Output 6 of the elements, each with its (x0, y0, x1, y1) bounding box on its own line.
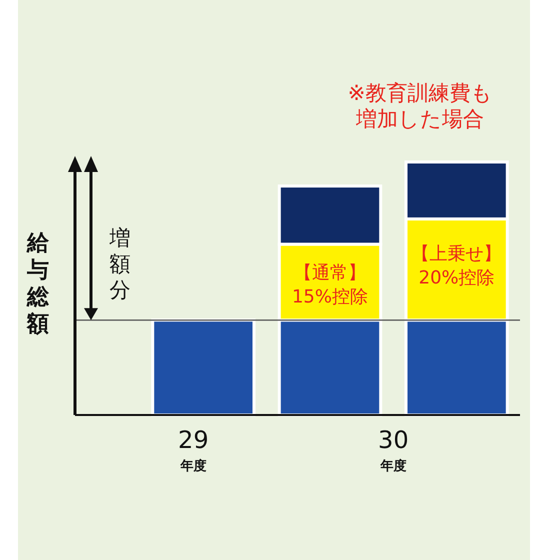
bar (151, 318, 256, 416)
annotation: 【通常】 15%控除 (292, 262, 368, 308)
annotation: 増額分 (108, 226, 130, 302)
annotation: 【上乗せ】 20%控除 (412, 243, 502, 288)
text: ※教育訓練費も増加した場合 (348, 81, 492, 131)
y-axis-title: 給与総額 (26, 231, 50, 337)
